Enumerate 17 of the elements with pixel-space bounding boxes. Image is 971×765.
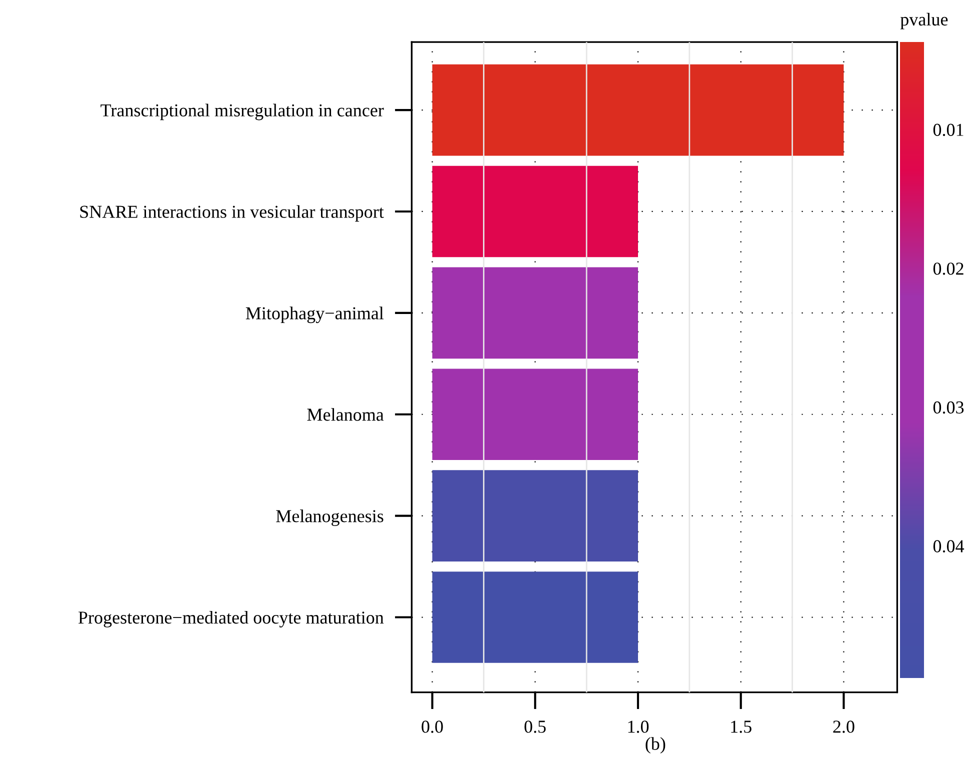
x-tick-label: 2.0 (833, 720, 854, 733)
y-tick-label: Melanoma (307, 408, 384, 421)
y-tick-label: Transcriptional misregulation in cancer (100, 104, 384, 120)
y-tick-label: Mitophagy−animal (246, 306, 384, 324)
x-tick-label: 0.5 (524, 720, 546, 733)
color-bar-title: pvalue (900, 12, 948, 30)
color-bar-label: 0.04 (933, 540, 964, 552)
y-tick-label: Melanogenesis (276, 510, 384, 526)
color-bar-label: 0.02 (933, 262, 964, 275)
color-bar-label: 0.01 (933, 124, 964, 136)
color-bar-label: 0.03 (933, 401, 964, 414)
x-tick-label: 1.0 (628, 720, 649, 733)
x-tick-label: 0.0 (422, 720, 443, 733)
y-tick-label: Progesterone−mediated oocyte maturation (78, 610, 384, 628)
text: (b) (646, 737, 666, 754)
x-tick-label: 1.5 (731, 720, 752, 733)
y-tick-label: SNARE interactions in vesicular transport (80, 205, 384, 222)
